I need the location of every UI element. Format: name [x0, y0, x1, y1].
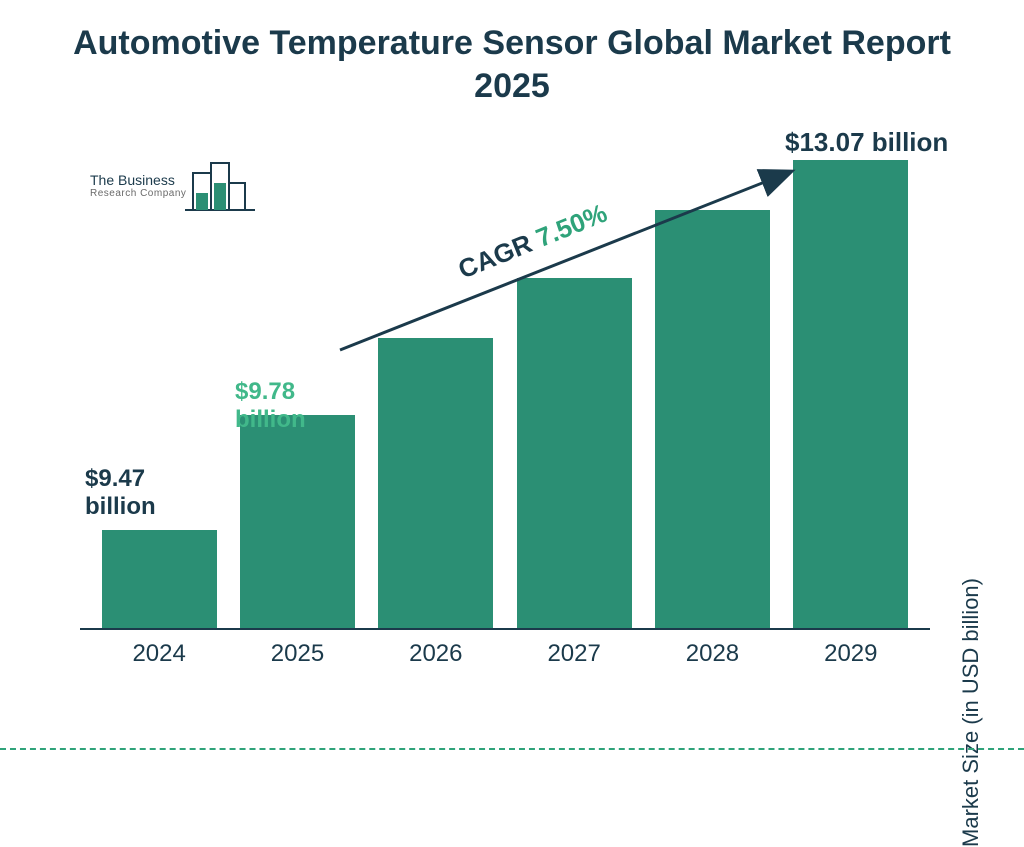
- bar-slot: [512, 278, 637, 628]
- x-labels: 2024 2025 2026 2027 2028 2029: [80, 634, 930, 670]
- x-axis-label: 2026: [373, 634, 498, 670]
- bottom-dashed-line: [0, 748, 1024, 750]
- bar: [517, 278, 632, 628]
- bar-value-label: $13.07 billion: [785, 128, 948, 158]
- x-axis-label: 2025: [235, 634, 360, 670]
- bar: [793, 160, 908, 628]
- bar-value-label: $9.47billion: [85, 465, 156, 520]
- bars-container: [80, 140, 930, 628]
- bar: [655, 210, 770, 628]
- x-axis-label: 2027: [512, 634, 637, 670]
- x-axis-label: 2028: [650, 634, 775, 670]
- bar-value-label: $9.78billion: [235, 378, 306, 433]
- x-axis-label: 2029: [788, 634, 913, 670]
- bar: [240, 415, 355, 628]
- bar-slot: [650, 210, 775, 628]
- bar-slot: [788, 160, 913, 628]
- bar-slot: [235, 415, 360, 628]
- y-axis-label: Market Size (in USD billion): [958, 578, 984, 847]
- chart-area: 2024 2025 2026 2027 2028 2029: [80, 140, 930, 670]
- x-axis-line: [80, 628, 930, 630]
- bar-slot: [97, 530, 222, 628]
- x-axis-label: 2024: [97, 634, 222, 670]
- bar: [102, 530, 217, 628]
- chart-title: Automotive Temperature Sensor Global Mar…: [0, 0, 1024, 107]
- bar: [378, 338, 493, 628]
- bar-slot: [373, 338, 498, 628]
